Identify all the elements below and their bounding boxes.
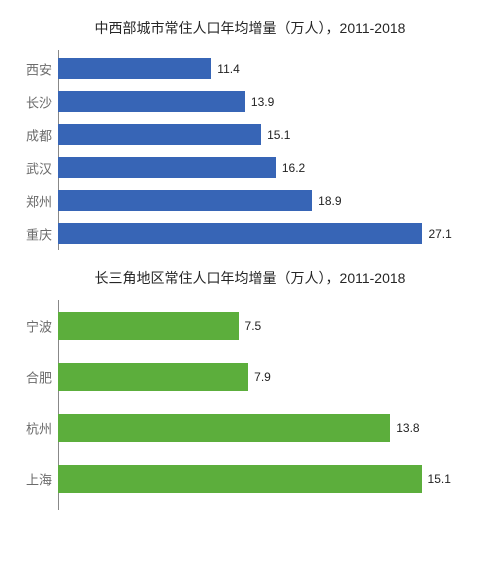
bar: 18.9 xyxy=(58,190,312,211)
chart-midwest: 中西部城市常住人口年均增量（万人），2011-2018 西安11.4长沙13.9… xyxy=(0,0,500,250)
value-label: 13.9 xyxy=(251,95,274,109)
bar: 7.9 xyxy=(58,363,248,391)
chart-title: 中西部城市常住人口年均增量（万人），2011-2018 xyxy=(16,0,484,50)
bar-row: 武汉16.2 xyxy=(58,157,448,178)
category-label: 合肥 xyxy=(26,368,52,387)
plot-area: 西安11.4 长沙13.9 成都15.1 武汉16.2 郑州18.9 重庆27.1 xyxy=(58,50,448,250)
value-label: 15.1 xyxy=(267,128,290,142)
bar-row: 重庆27.1 xyxy=(58,223,448,244)
category-label: 成都 xyxy=(26,125,52,144)
chart-title: 长三角地区常住人口年均增量（万人），2011-2018 xyxy=(16,250,484,300)
value-label: 27.1 xyxy=(428,227,451,241)
value-label: 15.1 xyxy=(428,472,451,486)
bar: 16.2 xyxy=(58,157,276,178)
y-axis-line xyxy=(58,50,59,250)
bar: 13.9 xyxy=(58,91,245,112)
category-label: 西安 xyxy=(26,59,52,78)
bar-row: 郑州18.9 xyxy=(58,190,448,211)
bar-row: 西安11.4 xyxy=(58,58,448,79)
bar-row: 长沙13.9 xyxy=(58,91,448,112)
category-label: 重庆 xyxy=(26,224,52,243)
value-label: 7.9 xyxy=(254,370,271,384)
bar: 13.8 xyxy=(58,414,390,442)
value-label: 11.4 xyxy=(217,62,239,76)
bar: 27.1 xyxy=(58,223,422,244)
category-label: 武汉 xyxy=(26,158,52,177)
category-label: 宁波 xyxy=(26,317,52,336)
bar: 11.4 xyxy=(58,58,211,79)
bar-row: 成都15.1 xyxy=(58,124,448,145)
value-label: 18.9 xyxy=(318,194,341,208)
bar-row: 合肥7.9 xyxy=(58,363,448,391)
bar-row: 宁波7.5 xyxy=(58,312,448,340)
bar-row: 杭州13.8 xyxy=(58,414,448,442)
category-label: 上海 xyxy=(26,470,52,489)
chart-yangtze-delta: 长三角地区常住人口年均增量（万人），2011-2018 宁波7.5合肥7.9杭州… xyxy=(0,250,500,510)
value-label: 7.5 xyxy=(245,319,262,333)
bar-row: 上海15.1 xyxy=(58,465,448,493)
bar: 15.1 xyxy=(58,124,261,145)
value-label: 16.2 xyxy=(282,161,305,175)
value-label: 13.8 xyxy=(396,421,419,435)
category-label: 杭州 xyxy=(26,419,52,438)
plot-area: 宁波7.5 合肥7.9 杭州13.8 上海15.1 xyxy=(58,300,448,510)
bar: 15.1 xyxy=(58,465,422,493)
bar: 7.5 xyxy=(58,312,239,340)
category-label: 郑州 xyxy=(26,191,52,210)
category-label: 长沙 xyxy=(26,92,52,111)
